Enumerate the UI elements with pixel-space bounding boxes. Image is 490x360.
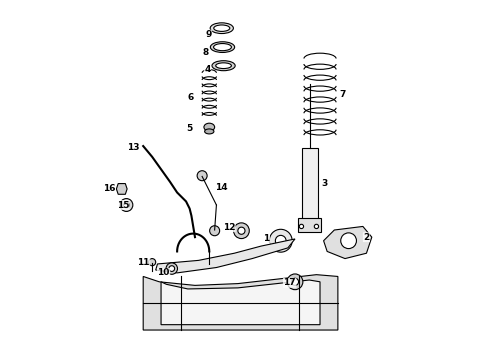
Text: 1: 1 — [263, 234, 270, 243]
Circle shape — [270, 229, 292, 252]
Bar — [302, 148, 318, 219]
Circle shape — [341, 233, 356, 249]
Text: 5: 5 — [187, 124, 193, 133]
Circle shape — [287, 274, 303, 290]
Polygon shape — [323, 226, 372, 258]
Circle shape — [275, 235, 286, 246]
Polygon shape — [156, 239, 295, 273]
Text: 9: 9 — [205, 30, 212, 39]
Text: 13: 13 — [127, 143, 140, 152]
Circle shape — [169, 266, 174, 271]
Text: 16: 16 — [103, 184, 116, 193]
Ellipse shape — [205, 129, 214, 134]
Ellipse shape — [214, 44, 231, 51]
Circle shape — [314, 224, 319, 229]
Circle shape — [299, 224, 304, 229]
Text: 11: 11 — [137, 258, 150, 267]
Polygon shape — [143, 275, 338, 330]
Text: 15: 15 — [117, 201, 129, 210]
Text: 8: 8 — [202, 48, 209, 57]
Text: 6: 6 — [188, 93, 194, 102]
Text: 17: 17 — [283, 278, 296, 287]
Text: 10: 10 — [157, 268, 170, 277]
Circle shape — [292, 278, 298, 285]
Circle shape — [210, 226, 220, 236]
Text: 7: 7 — [339, 90, 345, 99]
Text: 2: 2 — [363, 233, 369, 242]
Circle shape — [197, 171, 207, 181]
Text: 3: 3 — [321, 179, 327, 188]
Ellipse shape — [214, 25, 230, 31]
Text: 4: 4 — [204, 66, 211, 75]
Circle shape — [238, 227, 245, 234]
Polygon shape — [117, 184, 127, 194]
Bar — [298, 217, 321, 232]
Text: 12: 12 — [222, 222, 235, 231]
Circle shape — [148, 258, 156, 266]
Ellipse shape — [212, 61, 235, 71]
Ellipse shape — [204, 123, 215, 131]
Ellipse shape — [210, 42, 235, 53]
Text: 14: 14 — [215, 183, 228, 192]
Circle shape — [123, 202, 129, 208]
Ellipse shape — [210, 23, 233, 33]
Circle shape — [120, 199, 133, 211]
Polygon shape — [161, 280, 320, 325]
Circle shape — [166, 263, 177, 274]
Ellipse shape — [216, 63, 231, 68]
Circle shape — [234, 223, 249, 239]
